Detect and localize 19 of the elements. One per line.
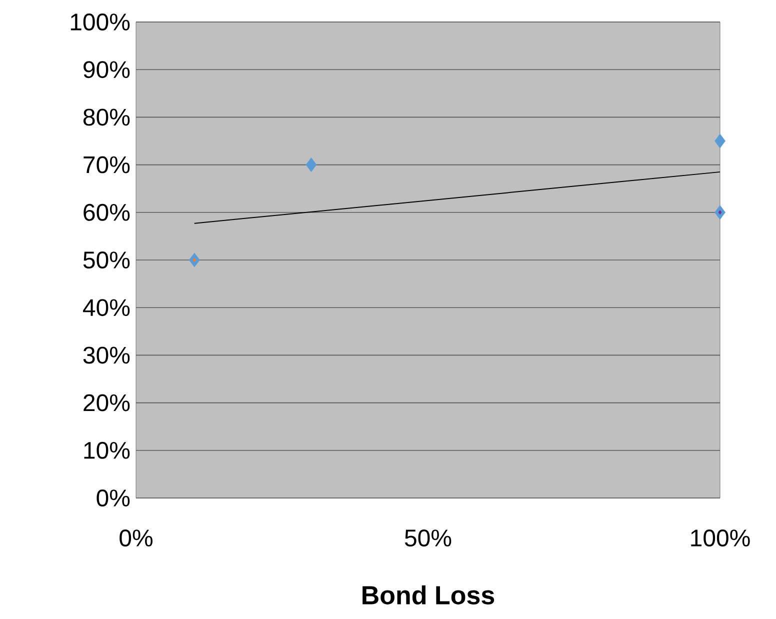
point — [718, 210, 722, 215]
x-tick-label: 100% — [691, 530, 750, 547]
y-tick-label: 20% — [84, 394, 130, 412]
x-axis-title: Bond Loss — [362, 585, 494, 604]
y-tick-label: 40% — [82, 299, 130, 316]
y-tick-label: 100% — [70, 13, 130, 30]
point — [306, 158, 317, 172]
y-tick-label: 50% — [83, 251, 130, 268]
y-tick-label: 70% — [84, 156, 130, 174]
y-tick-label: 90% — [84, 61, 130, 78]
y-tick-label: 80% — [83, 108, 130, 126]
point — [192, 258, 196, 262]
y-tick-label: 0% — [96, 489, 130, 506]
y-tick-label: 10% — [84, 442, 130, 459]
y-tick-label: 30% — [83, 346, 130, 364]
point — [714, 134, 726, 148]
y-tick-label: 60% — [84, 204, 130, 221]
x-tick-label: 0% — [120, 530, 152, 547]
x-tick-label: 50% — [404, 530, 452, 547]
